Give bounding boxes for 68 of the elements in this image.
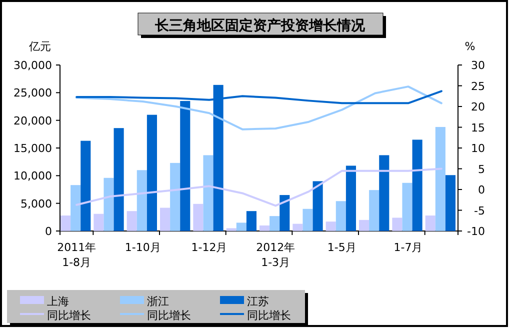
y2-tick-label: 25 <box>471 80 485 93</box>
y2-tick-label: 20 <box>471 100 485 114</box>
bar <box>246 211 256 231</box>
y2-tick-label: 10 <box>471 142 485 155</box>
y2-tick-label: -10 <box>467 225 485 238</box>
y2-tick-label: 5 <box>478 162 485 176</box>
bar <box>379 155 390 231</box>
y-tick-label: 10,000 <box>14 170 52 183</box>
y2-axis-title: % <box>464 40 476 53</box>
y-tick-label: 20,000 <box>14 114 52 128</box>
x-tick-label: 2011年 1-8月 <box>57 241 96 269</box>
bar <box>104 178 114 231</box>
bar <box>80 140 91 231</box>
bar <box>60 216 71 231</box>
y-axis-title: 亿元 <box>28 40 51 53</box>
y2-tick-label: 0 <box>478 184 485 196</box>
line-series <box>76 90 442 104</box>
bar <box>170 162 180 231</box>
bar <box>326 222 336 231</box>
bar <box>336 201 346 231</box>
bar <box>270 216 280 231</box>
legend-label: 浙江 <box>147 295 169 308</box>
bar <box>292 224 303 231</box>
y-tick-label: 15,000 <box>14 142 52 155</box>
legend-label: 上海 <box>47 295 69 308</box>
legend-label: 同比增长 <box>147 309 191 322</box>
bar <box>146 114 157 231</box>
bar <box>425 216 436 231</box>
bar <box>392 218 402 231</box>
bar <box>312 181 323 231</box>
line-series <box>76 168 442 207</box>
bar <box>402 182 412 231</box>
bar <box>136 170 147 231</box>
bar <box>160 208 170 231</box>
line-series <box>76 86 442 130</box>
legend-label: 江苏 <box>247 295 269 308</box>
bar <box>236 222 246 231</box>
y-tick-label: 30,000 <box>14 59 52 72</box>
x-tick-label: 2012年 1-3月 <box>256 241 296 269</box>
bar <box>114 128 124 231</box>
bar <box>302 208 313 231</box>
legend-label: 同比增长 <box>47 309 91 322</box>
bar <box>369 190 380 231</box>
bar <box>203 155 214 231</box>
bar <box>126 211 137 231</box>
bar <box>94 214 104 231</box>
y2-tick-label: 30 <box>471 59 485 72</box>
x-tick-label: 1-5月 <box>327 241 356 254</box>
y2-tick-label: -5 <box>474 204 485 218</box>
bar <box>346 166 356 231</box>
bar <box>359 220 370 231</box>
bar <box>193 204 204 231</box>
bar <box>445 175 456 231</box>
y-tick-label: 25,000 <box>14 86 52 100</box>
bar <box>412 140 422 231</box>
x-tick-label: 1-10月 <box>124 241 161 254</box>
y-tick-label: 5,000 <box>20 197 52 210</box>
bar <box>70 185 81 231</box>
chart-title: 长三角地区固定资产投资增长情况 <box>154 17 366 34</box>
x-tick-label: 1-7月 <box>394 241 423 254</box>
y-tick-label: 0 <box>45 225 52 238</box>
bar <box>260 225 270 231</box>
bar <box>280 195 290 231</box>
bar <box>435 126 446 231</box>
bar <box>226 228 236 231</box>
legend-label: 同比增长 <box>247 309 291 322</box>
y2-tick-label: 15 <box>471 121 485 134</box>
x-tick-label: 1-12月 <box>191 241 228 254</box>
